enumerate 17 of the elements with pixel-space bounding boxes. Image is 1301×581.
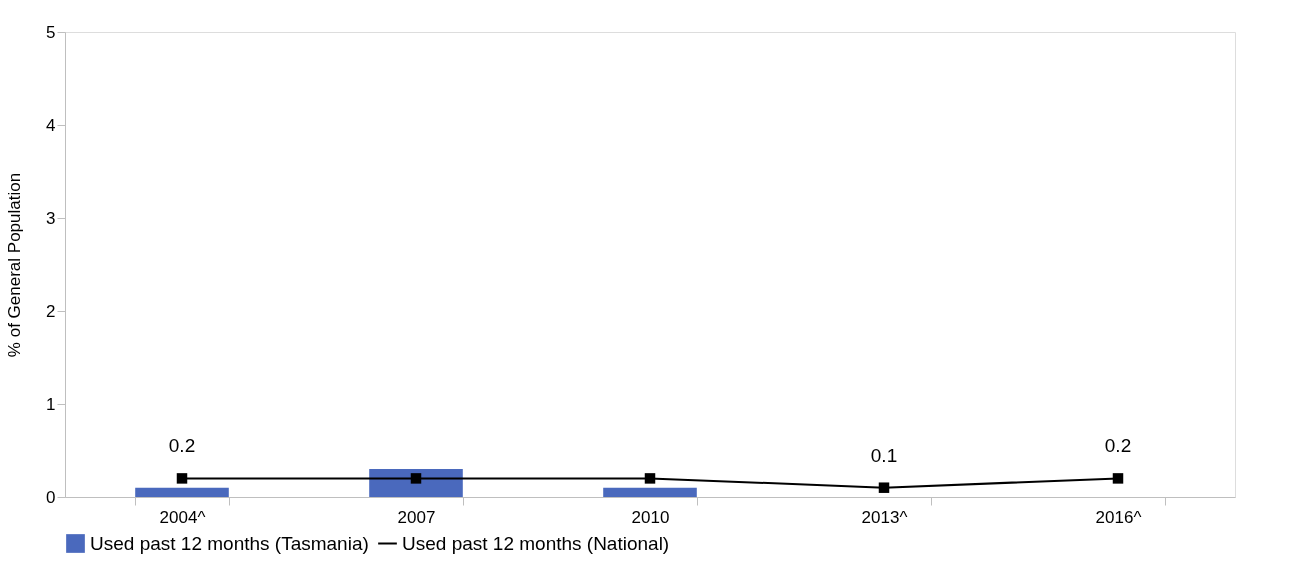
y-axis-title: % of General Population	[5, 172, 25, 358]
data-label: 0.2	[1104, 435, 1132, 457]
data-label: 0.1	[870, 444, 898, 466]
legend-label: Used past 12 months (National)	[402, 532, 670, 554]
y-tick-label: 3	[46, 208, 56, 228]
x-tick-label: 2007	[397, 507, 436, 527]
x-tick-label: 2004^	[159, 507, 206, 527]
y-tick-label: 1	[46, 394, 56, 414]
y-tick-label: 5	[46, 22, 56, 42]
data-label: 0.2	[168, 435, 196, 457]
x-tick-label: 2016^	[1095, 507, 1142, 527]
y-tick-label: 4	[46, 115, 56, 135]
x-tick-label: 2013^	[861, 507, 908, 527]
y-tick-label: 0	[46, 487, 56, 507]
y-tick-label: 2	[46, 301, 56, 321]
legend-label: Used past 12 months (Tasmania)	[90, 532, 369, 554]
x-tick-label: 2010	[631, 507, 670, 527]
